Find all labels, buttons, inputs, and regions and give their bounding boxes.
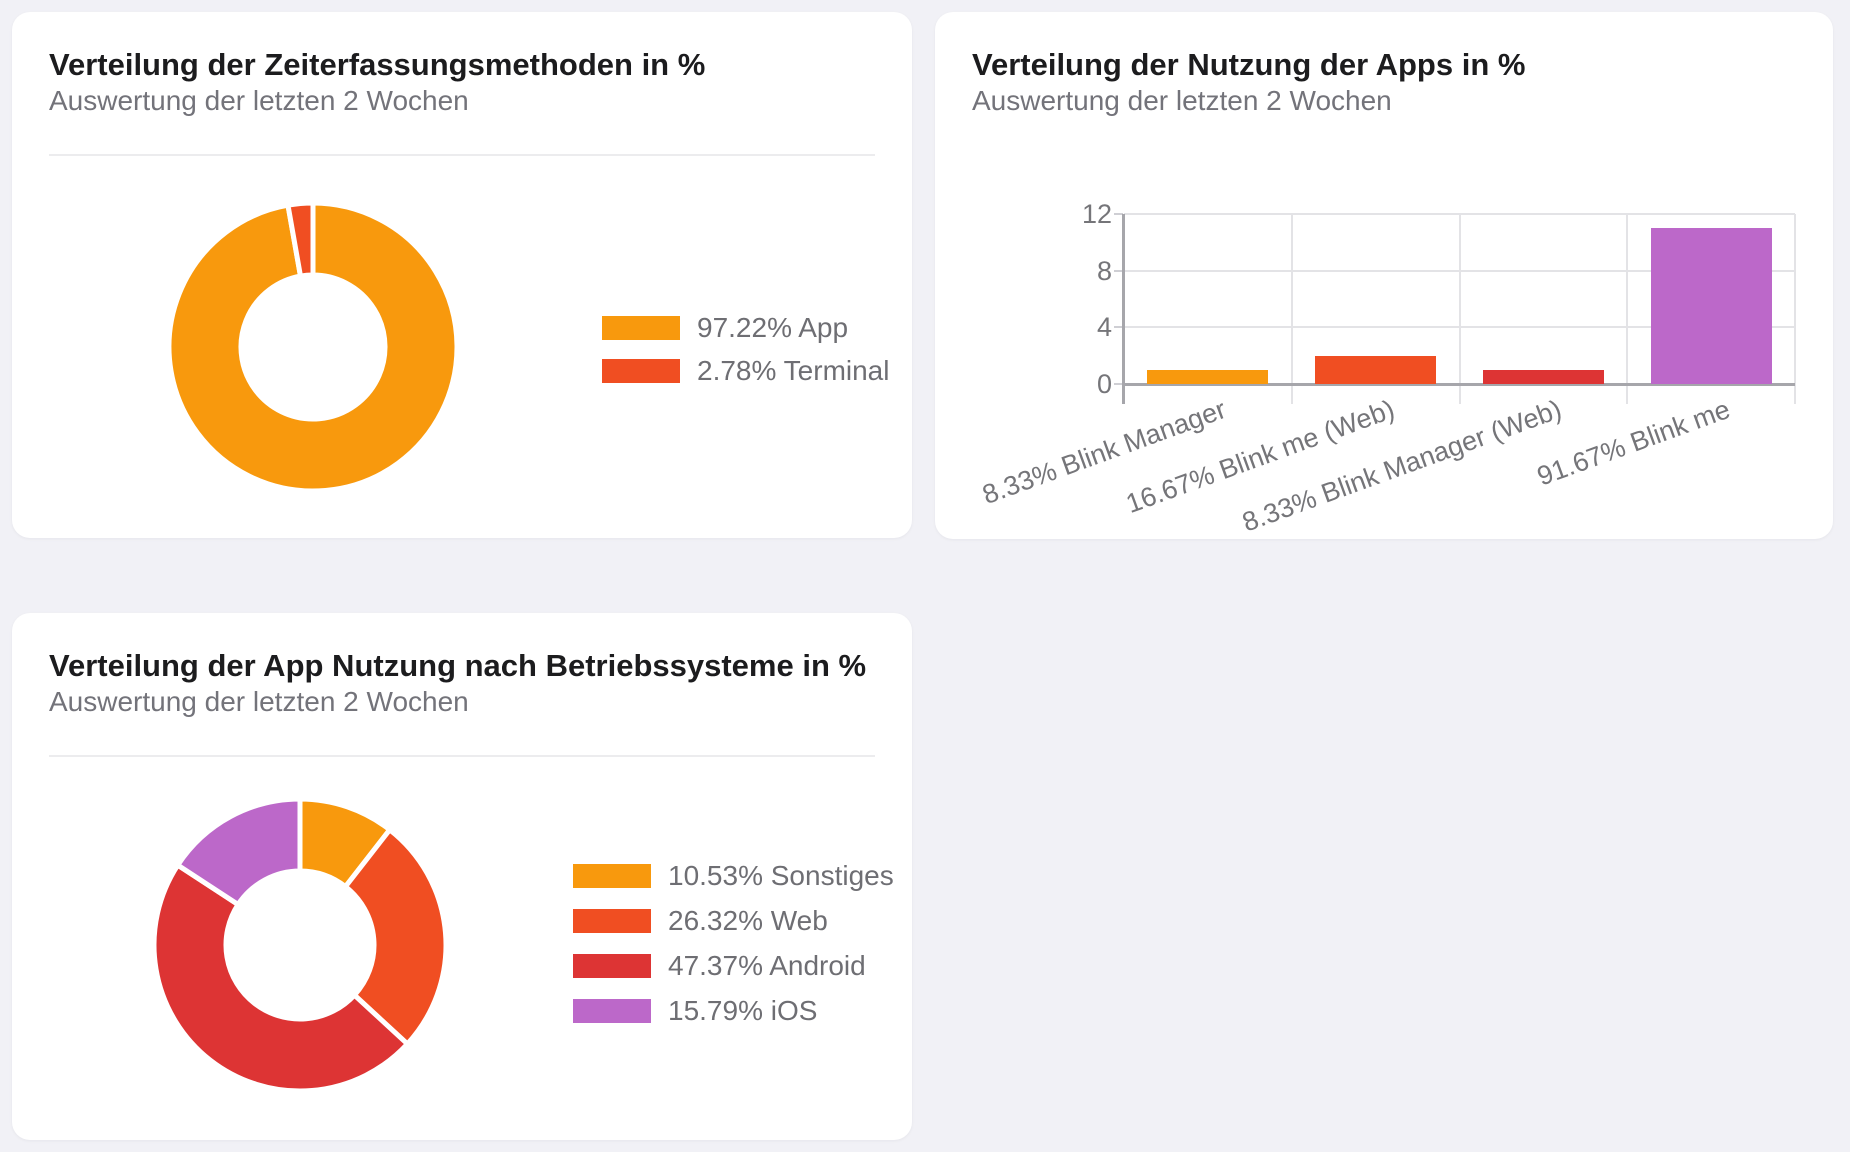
y-axis-label-4: 4: [1096, 312, 1112, 343]
chart-legend: 97.22% App 2.78% Terminal: [602, 312, 889, 402]
card-subtitle: Auswertung der letzten 2 Wochen: [49, 686, 469, 717]
y-axis-label-8: 8: [1096, 255, 1112, 286]
donut-slice-app: [166, 200, 460, 494]
legend-item-terminal[interactable]: 2.78% Terminal: [602, 355, 889, 386]
card-header: Verteilung der Nutzung der Apps in % Aus…: [935, 12, 1833, 118]
donut-slice-web: [342, 827, 449, 1047]
card-title: Verteilung der App Nutzung nach Betriebs…: [49, 648, 867, 683]
legend-item-app[interactable]: 97.22% App: [602, 312, 889, 343]
header-divider: [49, 755, 875, 757]
gridline-x-1: [1290, 214, 1293, 404]
legend-swatch: [573, 999, 651, 1023]
legend-label: 47.37% Android: [668, 950, 866, 981]
legend-item-web[interactable]: 26.32% Web: [573, 905, 894, 936]
ytick-12: [1114, 213, 1123, 215]
gridline-x-4: [1794, 214, 1796, 404]
card-title: Verteilung der Nutzung der Apps in %: [972, 47, 1526, 82]
donut-slice-ios: [175, 796, 303, 908]
legend-item-ios[interactable]: 15.79% iOS: [573, 995, 894, 1026]
donut-slice-terminal: [285, 200, 316, 279]
x-axis-label-91-67-blink-me: 91.67% Blink me: [1532, 394, 1734, 492]
legend-swatch: [602, 316, 680, 340]
legend-swatch: [573, 954, 651, 978]
y-axis-line: [1122, 214, 1125, 404]
card-header: Verteilung der Zeiterfassungsmethoden in…: [12, 12, 912, 118]
legend-label: 97.22% App: [697, 312, 849, 343]
card-subtitle: Auswertung der letzten 2 Wochen: [972, 85, 1392, 116]
legend-swatch: [602, 359, 680, 383]
ytick-4: [1114, 326, 1123, 329]
gridline-x-3: [1626, 214, 1629, 404]
donut-slice-android: [151, 862, 410, 1094]
card-header: Verteilung der App Nutzung nach Betriebs…: [12, 613, 912, 719]
donut-chart-os: [151, 796, 449, 1094]
card-app-usage: Verteilung der Nutzung der Apps in % Aus…: [935, 12, 1833, 539]
legend-swatch: [573, 909, 651, 933]
bar-8-33-blink-manager: [1147, 370, 1268, 384]
legend-label: 26.32% Web: [668, 905, 828, 936]
card-os-distribution: Verteilung der App Nutzung nach Betriebs…: [12, 613, 912, 1140]
chart-legend: 10.53% Sonstiges 26.32% Web 47.37% Android…: [573, 860, 894, 1044]
header-divider: [49, 154, 875, 156]
legend-swatch: [573, 864, 651, 888]
ytick-8: [1114, 269, 1123, 272]
y-axis-label-0: 0: [1096, 369, 1112, 399]
ytick-0: [1114, 383, 1123, 385]
bar-8-33-blink-manager-web: [1483, 370, 1604, 384]
legend-item-android[interactable]: 47.37% Android: [573, 950, 894, 981]
legend-label: 10.53% Sonstiges: [668, 860, 894, 891]
legend-item-sonstiges[interactable]: 10.53% Sonstiges: [573, 860, 894, 891]
gridline-x-2: [1458, 214, 1461, 404]
card-time-tracking-methods: Verteilung der Zeiterfassungsmethoden in…: [12, 12, 912, 538]
x-axis-line: [1124, 383, 1795, 386]
card-title: Verteilung der Zeiterfassungsmethoden in…: [49, 47, 706, 82]
y-axis-label-12: 12: [1081, 199, 1112, 229]
bar-chart-app-usage: 12 8 4 0 8.33% Blink Manager 16.67% Blink me …: [935, 12, 1833, 539]
bar-16-67-blink-me-web: [1315, 356, 1436, 384]
legend-label: 15.79% iOS: [668, 995, 818, 1026]
card-subtitle: Auswertung der letzten 2 Wochen: [49, 85, 469, 116]
bar-91-67-blink-me: [1651, 228, 1772, 384]
x-axis-label-8-33-blink-manager-web: 8.33% Blink Manager (Web): [1238, 394, 1566, 538]
donut-chart-methods: [166, 200, 460, 494]
legend-label: 2.78% Terminal: [697, 355, 890, 386]
